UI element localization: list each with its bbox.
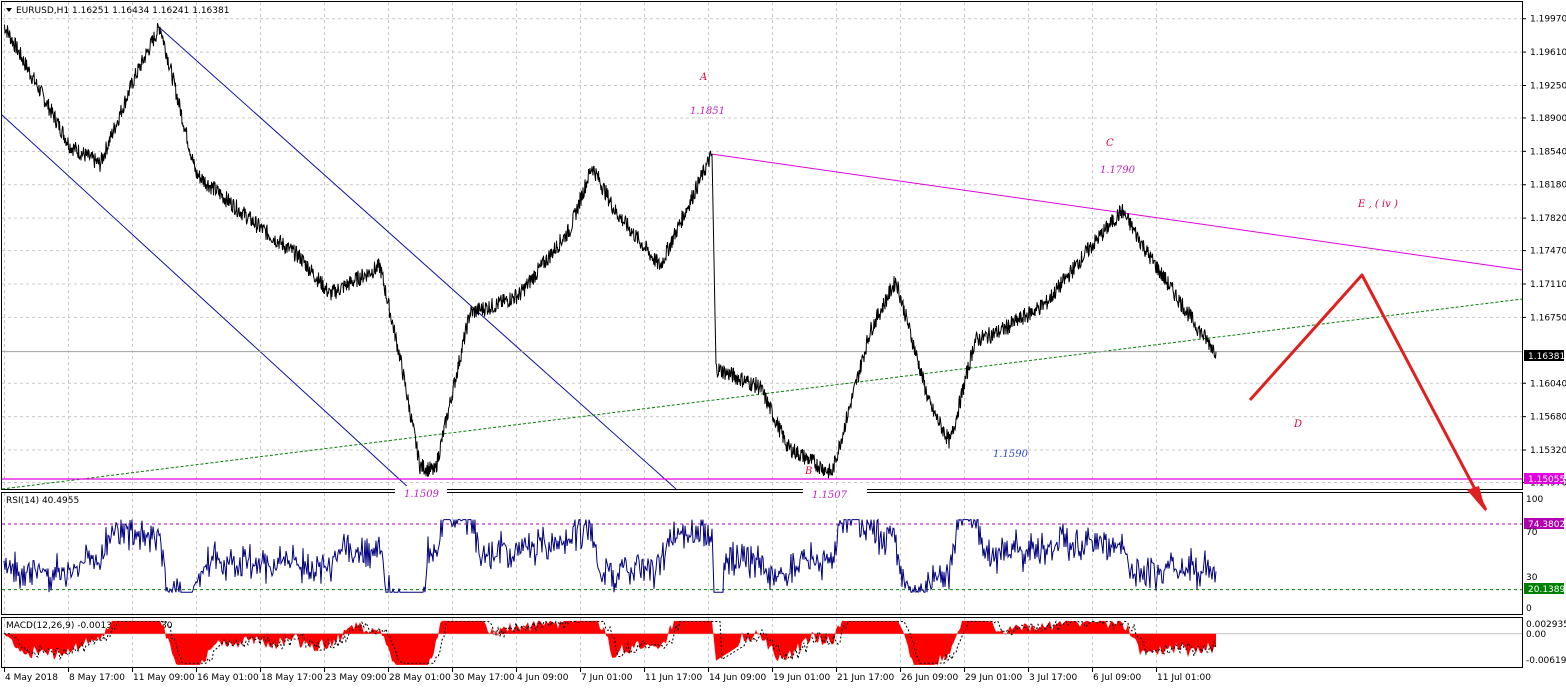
time-tick-label: 21 Jun 17:00 — [837, 673, 894, 683]
rsi-tick-0: 0 — [1526, 604, 1532, 614]
wave-label-d: D — [1293, 419, 1302, 430]
time-tick-label: 3 Jul 17:00 — [1029, 673, 1078, 683]
time-tick-label: 11 Jul 01:00 — [1157, 673, 1211, 683]
forecast-arrow — [1248, 273, 1488, 512]
price-tick-label: 1.17470 — [1530, 247, 1566, 257]
time-tick-label: 23 May 09:00 — [325, 673, 387, 683]
price-tick-label: 1.15680 — [1530, 413, 1566, 423]
wave-price-c: 1.1790 — [1100, 165, 1136, 176]
price-tick-label: 1.17110 — [1530, 280, 1566, 290]
support-level-label: 1.15055 — [1528, 475, 1565, 485]
macd-panel-frame — [1, 617, 1523, 668]
time-tick-label: 29 Jun 01:00 — [965, 673, 1022, 683]
price-tick-label: 1.18180 — [1530, 181, 1566, 191]
time-tick-label: 8 May 17:00 — [69, 673, 125, 683]
rsi-header: RSI(14) 40.4955 — [6, 496, 79, 506]
time-tick-label: 11 May 09:00 — [133, 673, 195, 683]
price-tick-label: 1.16040 — [1530, 379, 1566, 389]
support-level-box — [1524, 473, 1564, 484]
rsi-upper-label: 74.3802 — [1528, 520, 1565, 530]
rsi-tick-30: 30 — [1526, 573, 1538, 583]
time-tick-label: 6 Jul 09:00 — [1093, 673, 1142, 683]
time-tick-label: 11 Jun 17:00 — [645, 673, 702, 683]
low-label-bg — [395, 486, 447, 500]
rsi-lower-label: 20.1389 — [1528, 585, 1565, 595]
time-tick-label: 30 May 17:00 — [453, 673, 515, 683]
price-tick-label: 1.17820 — [1530, 214, 1566, 224]
rsi-panel-frame — [1, 492, 1523, 615]
current-price-label: 1.16381 — [1528, 352, 1565, 362]
price-axis: 1.19970 1.19610 1.19250 1.18900 1.18540 1.181… — [1522, 15, 1566, 489]
price-tick-label: 1.19970 — [1530, 15, 1566, 25]
current-price-box — [1524, 350, 1564, 361]
channel-lower-line — [1, 114, 411, 490]
ohlc-label: 1.16251 1.16434 1.16241 1.16381 — [72, 6, 229, 16]
wave-label-e: E , ( iv ) — [1357, 199, 1398, 210]
price-tick-label: 1.19610 — [1530, 48, 1566, 58]
wave-label-a: A — [699, 72, 707, 83]
b-label-bg — [803, 486, 867, 500]
price-tick-label: 1.16750 — [1530, 313, 1566, 323]
main-panel-frame — [1, 1, 1523, 490]
rsi-upper-box — [1524, 518, 1564, 529]
macd-histogram — [4, 620, 1216, 665]
symbol-label: EURUSD,H1 — [16, 6, 69, 16]
macd-tick-top: 0.002935 — [1526, 620, 1566, 630]
wave-label-b: B — [804, 466, 812, 477]
price-tick-label: 1.18540 — [1530, 147, 1566, 157]
wave-price-d: 1.1590 — [993, 449, 1029, 460]
price-tick-label: 1.15320 — [1530, 446, 1566, 456]
rsi-tick-70: 70 — [1526, 528, 1538, 538]
wave-price-a: 1.1851 — [690, 106, 725, 117]
price-series-line — [3, 23, 1217, 479]
time-tick-label: 28 May 01:00 — [389, 673, 451, 683]
time-tick-label: 18 May 17:00 — [261, 673, 323, 683]
time-tick-label: 4 Jun 09:00 — [517, 673, 569, 683]
low-price-label: 1.1509 — [404, 489, 440, 500]
time-tick-label: 26 Jun 09:00 — [901, 673, 958, 683]
macd-header: MACD(12,26,9) -0.001311 -0.001930 — [6, 621, 173, 631]
price-tick-label: 1.19250 — [1530, 81, 1566, 91]
macd-tick-bottom: -0.006193 — [1526, 656, 1566, 666]
time-tick-label: 16 May 01:00 — [197, 673, 259, 683]
channel-upper-line — [159, 27, 677, 490]
macd-signal-line — [4, 620, 1217, 664]
time-tick-label: 4 May 2018 — [5, 673, 58, 683]
rsi-indicator — [2, 518, 1522, 594]
rsi-lower-box — [1524, 583, 1564, 594]
rsi-line — [3, 518, 1217, 594]
forecast-path — [1248, 273, 1488, 511]
macd-indicator — [2, 620, 1522, 665]
wave-price-b: 1.1507 — [812, 490, 848, 501]
forecast-arrowhead-icon — [1467, 486, 1486, 512]
time-tick-label: 19 Jun 01:00 — [773, 673, 830, 683]
trend-line — [1, 298, 1523, 490]
time-axis: 4 May 2018 8 May 17:00 11 May 09:00 16 May … — [4, 668, 1211, 683]
time-tick-label: 14 Jun 09:00 — [709, 673, 766, 683]
dropdown-triangle-icon[interactable] — [6, 8, 12, 12]
rsi-tick-100: 100 — [1526, 495, 1543, 505]
time-tick-label: 7 Jun 01:00 — [581, 673, 633, 683]
wave-label-c: C — [1106, 138, 1114, 149]
macd-tick-zero: 0.00 — [1526, 630, 1546, 640]
price-tick-label: 1.18900 — [1530, 114, 1566, 124]
